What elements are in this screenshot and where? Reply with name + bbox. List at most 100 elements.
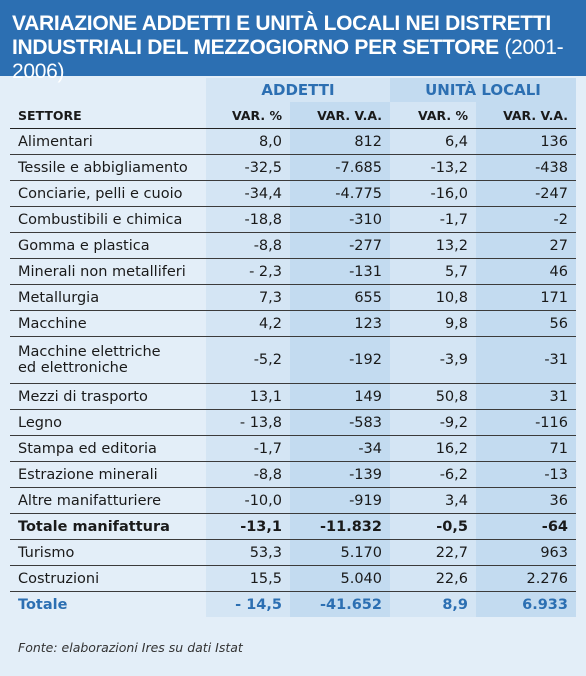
value-cell: 16,2	[390, 435, 476, 462]
value-cell: -16,0	[390, 180, 476, 207]
sector-cell: Costruzioni	[10, 565, 206, 592]
value-cell: 7,3	[206, 284, 290, 311]
column-header: VAR. V.A.	[476, 102, 576, 129]
value-cell: 15,5	[206, 565, 290, 592]
sector-cell: Turismo	[10, 539, 206, 566]
value-cell: 22,7	[390, 539, 476, 566]
value-cell: -34	[290, 435, 390, 462]
value-cell: -247	[476, 180, 576, 207]
sector-cell: Stampa ed editoria	[10, 435, 206, 462]
sector-cell: Minerali non metalliferi	[10, 258, 206, 285]
group-header-row: ADDETTI UNITÀ LOCALI	[10, 78, 576, 102]
value-cell: -13,2	[390, 154, 476, 181]
sector-cell: Metallurgia	[10, 284, 206, 311]
value-cell: 149	[290, 383, 390, 410]
source-note: Fonte: elaborazioni Ires su dati Istat	[18, 640, 243, 655]
table-row: Totale manifattura -13,1 -11.832 -0,5 -64	[10, 513, 576, 540]
value-cell: 50,8	[390, 383, 476, 410]
sector-cell: Tessile e abbigliamento	[10, 154, 206, 181]
value-cell: 3,4	[390, 487, 476, 514]
table-row: Metallurgia 7,3 655 10,8 171	[10, 284, 576, 311]
title-text: INDUSTRIALI DEL MEZZOGIORNO PER SETTORE	[12, 36, 499, 59]
value-cell: -64	[476, 513, 576, 540]
value-cell: 56	[476, 310, 576, 337]
sector-cell: Macchine	[10, 310, 206, 337]
value-cell: 812	[290, 128, 390, 155]
table-row: Totale - 14,5 -41.652 8,9 6.933	[10, 591, 576, 617]
value-cell: -31	[476, 336, 576, 384]
value-cell: 8,9	[390, 591, 476, 617]
sector-cell: Altre manifatturiere	[10, 487, 206, 514]
value-cell: 4,2	[206, 310, 290, 337]
group-header: UNITÀ LOCALI	[390, 78, 576, 102]
sector-cell: Legno	[10, 409, 206, 436]
column-header: VAR. V.A.	[290, 102, 390, 129]
sector-cell: Macchine elettriche ed elettroniche	[10, 336, 206, 384]
table-row: Stampa ed editoria -1,7 -34 16,2 71	[10, 435, 576, 462]
value-cell: -10,0	[206, 487, 290, 514]
value-cell: - 14,5	[206, 591, 290, 617]
title-years: (2001-2006)	[12, 36, 564, 83]
value-cell: -3,9	[390, 336, 476, 384]
value-cell: -1,7	[390, 206, 476, 233]
value-cell: 13,1	[206, 383, 290, 410]
table-row: Altre manifatturiere -10,0 -919 3,4 36	[10, 487, 576, 514]
value-cell: 963	[476, 539, 576, 566]
sector-cell: Mezzi di trasporto	[10, 383, 206, 410]
table-row: Mezzi di trasporto 13,1 149 50,8 31	[10, 383, 576, 410]
value-cell: -919	[290, 487, 390, 514]
value-cell: -9,2	[390, 409, 476, 436]
sector-cell: Totale manifattura	[10, 513, 206, 540]
value-cell: -34,4	[206, 180, 290, 207]
value-cell: -7.685	[290, 154, 390, 181]
value-cell: -438	[476, 154, 576, 181]
value-cell: 27	[476, 232, 576, 259]
table-row: Macchine elettriche ed elettroniche -5,2-…	[10, 336, 576, 384]
group-header-blank	[10, 78, 206, 102]
value-cell: 10,8	[390, 284, 476, 311]
value-cell: 171	[476, 284, 576, 311]
column-header-row: SETTORE VAR. % VAR. V.A. VAR. % VAR. V.A.	[10, 102, 576, 129]
title-bar: VARIAZIONE ADDETTI E UNITÀ LOCALI NEI DI…	[0, 0, 586, 83]
table-row: Conciarie, pelli e cuoio -34,4 -4.775 -16,0…	[10, 180, 576, 207]
value-cell: 123	[290, 310, 390, 337]
table-row: Combustibili e chimica -18,8 -310 -1,7 -2	[10, 206, 576, 233]
value-cell: -131	[290, 258, 390, 285]
value-cell: 5.040	[290, 565, 390, 592]
value-cell: -5,2	[206, 336, 290, 384]
group-header: ADDETTI	[206, 78, 390, 102]
value-cell: 36	[476, 487, 576, 514]
sector-cell: Combustibili e chimica	[10, 206, 206, 233]
value-cell: -0,5	[390, 513, 476, 540]
value-cell: 9,8	[390, 310, 476, 337]
column-header: VAR. %	[206, 102, 290, 129]
table-row: Gomma e plastica -8,8 -277 13,2 27	[10, 232, 576, 259]
value-cell: -2	[476, 206, 576, 233]
value-cell: 53,3	[206, 539, 290, 566]
value-cell: -13,1	[206, 513, 290, 540]
sector-cell: Totale	[18, 596, 68, 613]
value-cell: -139	[290, 461, 390, 488]
table-row: Minerali non metalliferi - 2,3 -131 5,7 46	[10, 258, 576, 285]
table-row: Macchine 4,2 123 9,8 56	[10, 310, 576, 337]
title-line: VARIAZIONE ADDETTI E UNITÀ LOCALI NEI DI…	[12, 12, 551, 35]
table-row: Tessile e abbigliamento -32,5 -7.685 -13,2-…	[10, 154, 576, 181]
sector-cell: Gomma e plastica	[10, 232, 206, 259]
table-row: Turismo 53,3 5.170 22,7 963	[10, 539, 576, 566]
value-cell: -277	[290, 232, 390, 259]
sector-cell: Conciarie, pelli e cuoio	[10, 180, 206, 207]
value-cell: 22,6	[390, 565, 476, 592]
value-cell: -192	[290, 336, 390, 384]
value-cell: -4.775	[290, 180, 390, 207]
value-cell: 655	[290, 284, 390, 311]
title-line: INDUSTRIALI DEL MEZZOGIORNO PER SETTORE …	[12, 36, 586, 84]
sector-cell: Estrazione minerali	[10, 461, 206, 488]
value-cell: 2.276	[476, 565, 576, 592]
value-cell: -41.652	[290, 591, 390, 617]
table-row: Legno - 13,8 -583 -9,2 -116	[10, 409, 576, 436]
value-cell: -11.832	[290, 513, 390, 540]
value-cell: -8,8	[206, 461, 290, 488]
value-cell: - 2,3	[206, 258, 290, 285]
value-cell: -1,7	[206, 435, 290, 462]
